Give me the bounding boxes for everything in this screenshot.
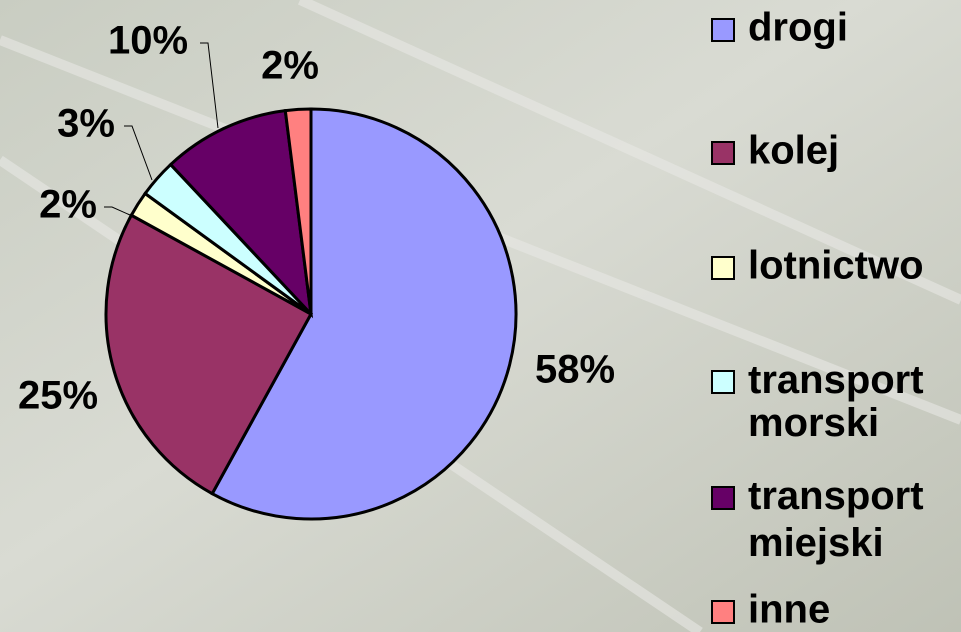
legend-swatch <box>712 142 734 164</box>
legend-label: lotnictwo <box>748 244 924 288</box>
legend-label: drogi <box>748 6 848 50</box>
data-label: 25% <box>18 374 98 418</box>
data-label: 2% <box>39 183 97 227</box>
legend-label: kolej <box>748 129 839 173</box>
data-label: 58% <box>535 348 615 392</box>
legend-swatch <box>712 19 734 41</box>
legend-swatch <box>712 487 734 509</box>
legend-swatch <box>712 257 734 279</box>
chart: 58%25%2%3%10%2%drogikolejlotnictwotransp… <box>0 0 961 632</box>
page: {"chart_data": {"type": "pie", "categori… <box>0 0 961 632</box>
data-label: 2% <box>261 44 319 88</box>
legend-swatch <box>712 371 734 393</box>
legend-swatch <box>712 601 734 623</box>
data-label: 10% <box>108 19 188 63</box>
legend-label: inne <box>748 588 830 632</box>
data-label: 3% <box>57 102 115 146</box>
